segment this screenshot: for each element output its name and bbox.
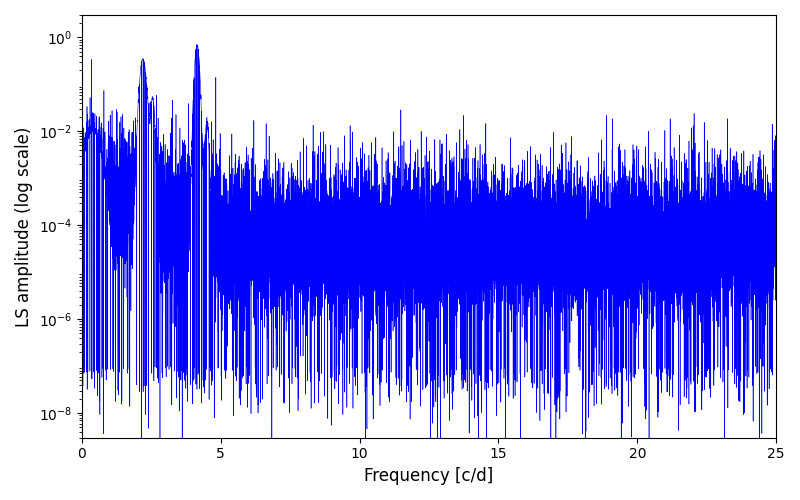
Y-axis label: LS amplitude (log scale): LS amplitude (log scale): [15, 126, 33, 326]
X-axis label: Frequency [c/d]: Frequency [c/d]: [364, 467, 494, 485]
